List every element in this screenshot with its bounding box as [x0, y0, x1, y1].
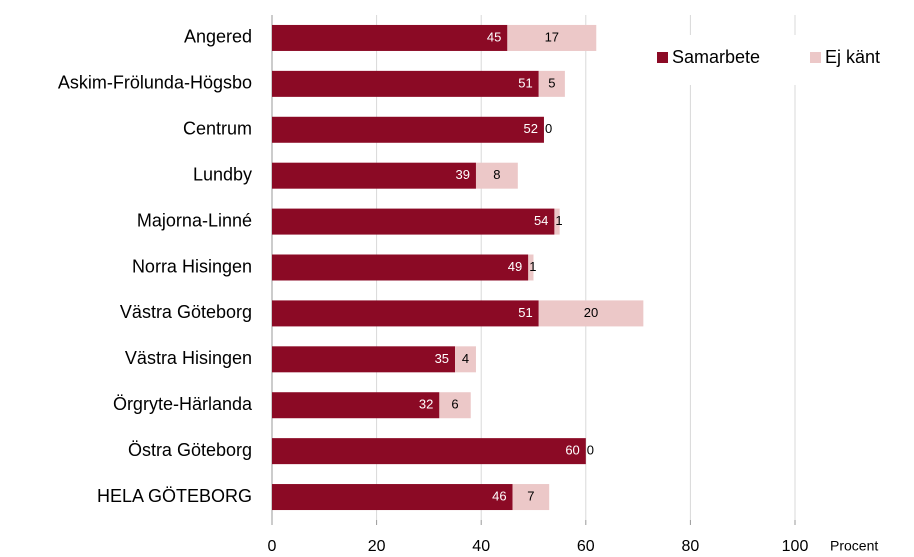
bar-segment	[272, 392, 440, 419]
y-tick-label: Västra Hisingen	[125, 348, 252, 368]
data-label: 51	[518, 305, 532, 320]
bar-segment	[512, 484, 550, 511]
bar-segment	[538, 300, 644, 327]
data-label: 0	[545, 121, 552, 136]
x-tick-label: 0	[268, 538, 277, 555]
legend-swatch	[657, 52, 668, 63]
legend-swatch	[810, 52, 821, 63]
bar-segment	[507, 24, 597, 51]
bar-segment	[455, 346, 476, 373]
x-tick-label: 80	[682, 538, 700, 555]
data-label: 1	[529, 259, 536, 274]
data-label: 54	[534, 213, 548, 228]
y-tick-label: Örgryte-Härlanda	[113, 394, 253, 414]
y-tick-label: Centrum	[183, 119, 252, 139]
data-label: 52	[523, 121, 537, 136]
data-label: 60	[565, 443, 579, 458]
y-tick-label: Majorna-Linné	[137, 210, 252, 230]
legend-background	[644, 35, 906, 85]
x-tick-label: 20	[368, 538, 386, 555]
bar-segment	[538, 70, 565, 97]
bar-segment	[272, 116, 544, 143]
data-label: 7	[527, 488, 534, 503]
data-label: 20	[584, 305, 598, 320]
data-label: 8	[493, 167, 500, 182]
y-tick-label: HELA GÖTEBORG	[97, 486, 252, 506]
y-tick-label: Norra Hisingen	[132, 256, 252, 276]
legend-label: Ej känt	[825, 47, 880, 67]
y-tick-label: Angered	[184, 27, 252, 47]
bar-segment	[439, 392, 471, 419]
bar-segment	[272, 484, 513, 511]
data-label: 49	[508, 259, 522, 274]
data-label: 51	[518, 75, 532, 90]
y-tick-label: Östra Göteborg	[128, 440, 252, 460]
legend-label: Samarbete	[672, 47, 760, 67]
data-label: 17	[545, 29, 559, 44]
data-label: 45	[487, 29, 501, 44]
data-label: 32	[419, 397, 433, 412]
data-label: 1	[555, 213, 562, 228]
y-tick-label: Västra Göteborg	[120, 302, 252, 322]
data-label: 39	[456, 167, 470, 182]
bar-segment	[272, 24, 508, 51]
bar-segment	[272, 254, 529, 281]
bar-segment	[554, 208, 560, 235]
bar-segment	[272, 70, 539, 97]
x-tick-label: 60	[577, 538, 595, 555]
x-tick-label: 100	[782, 538, 809, 555]
bar-segment	[272, 346, 456, 373]
bar-segment	[272, 162, 476, 189]
bar-segment	[272, 208, 555, 235]
bar-segment	[272, 300, 539, 327]
bar-segment	[272, 438, 586, 465]
data-label: 35	[435, 351, 449, 366]
y-tick-label: Lundby	[193, 164, 252, 184]
x-tick-label: 40	[472, 538, 490, 555]
x-axis-label: Procent	[830, 538, 878, 554]
data-label: 5	[548, 75, 555, 90]
y-tick-label: Askim-Frölunda-Högsbo	[58, 73, 252, 93]
bar-segment	[528, 254, 534, 281]
data-label: 6	[451, 397, 458, 412]
bar-segment	[475, 162, 518, 189]
data-label: 0	[587, 443, 594, 458]
data-label: 4	[462, 351, 469, 366]
data-label: 46	[492, 488, 506, 503]
